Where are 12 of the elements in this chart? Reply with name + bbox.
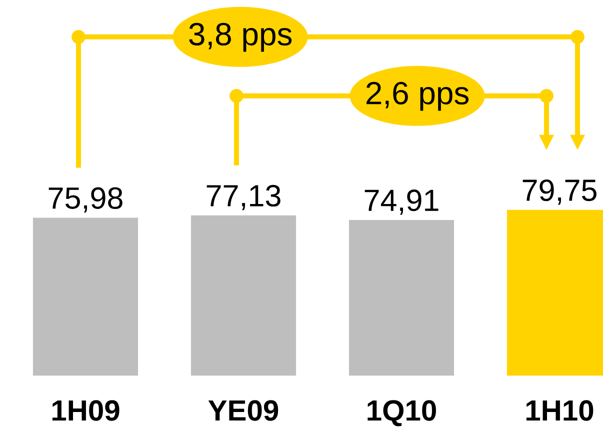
bar — [190, 215, 296, 376]
data-label: 77,13 — [206, 184, 280, 210]
x-tick-label: 1H09 — [52, 400, 120, 421]
text: 3,8 pps — [189, 22, 292, 52]
bar — [32, 218, 138, 376]
x-tick-label: 1Q10 — [368, 400, 436, 426]
data-label: 75,98 — [48, 187, 122, 213]
text: 2,6 pps — [366, 82, 469, 111]
x-tick-label: YE09 — [208, 400, 278, 421]
x-tick-label: 1H10 — [526, 400, 594, 421]
data-label: 74,91 — [364, 190, 438, 215]
data-label: 79,75 — [522, 179, 596, 205]
